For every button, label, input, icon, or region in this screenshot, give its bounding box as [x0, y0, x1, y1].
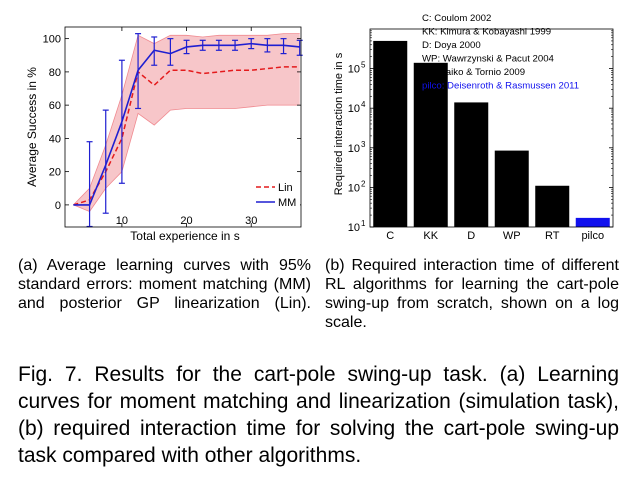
y-tick-exponent: 1: [361, 219, 366, 228]
mm-error-bar: [102, 109, 109, 214]
legend-entry: pilco: Deisenroth & Rasmussen 2011: [422, 81, 579, 92]
y-tick-label: 100: [43, 34, 61, 46]
bar-kk: [413, 62, 448, 228]
figure-caption: Fig. 7. Results for the cart-pole swing-…: [18, 363, 619, 467]
subfigure-b-caption: (b) Required interaction time of differe…: [325, 257, 619, 331]
lin-band-upper-edge: [73, 33, 300, 206]
mm-error-bar: [86, 141, 93, 228]
x-tick-label: KK: [423, 230, 438, 242]
y-tick-exponent: 3: [361, 140, 366, 149]
learning-curves-chart: 10 20 30 0 20 40 60 80 100 Total experience in s A…: [0, 0, 316, 250]
plot-frame: [369, 28, 614, 228]
legend-label: Lin: [278, 182, 293, 194]
legend-entry: RT: Raiko & Tornio 2009: [422, 67, 525, 78]
y-tick-label: 10: [348, 182, 360, 194]
bar-rt: [535, 185, 570, 227]
lin-series-line: [73, 66, 300, 206]
x-tick-label: RT: [545, 230, 560, 242]
legend-entry: WP: Wawrzynski & Pacut 2004: [422, 54, 555, 65]
lin-confidence-band: [73, 33, 300, 212]
legend-entry: C: Coulom 2002: [422, 13, 491, 24]
plot-frame: [64, 26, 302, 228]
y-tick-label: 60: [49, 100, 61, 112]
y-tick-exponent: 2: [361, 179, 366, 188]
mm-series-line: [73, 42, 300, 206]
legend: C: Coulom 2002 KK: Kimura & Kobayashi 199…: [422, 13, 579, 92]
subfigure-a-caption: (a) Average learning curves with 95% sta…: [18, 257, 311, 312]
bar-c: [373, 40, 408, 227]
x-tick-label: pilco: [581, 230, 604, 242]
x-tick-label: C: [386, 230, 394, 242]
legend-label: MM: [278, 197, 296, 209]
legend-box: [250, 177, 300, 210]
x-tick-label: 30: [245, 215, 257, 227]
legend-entry: D: Doya 2000: [422, 40, 481, 51]
x-tick-label: D: [467, 230, 475, 242]
y-tick-label: 10: [348, 64, 360, 76]
legend: Lin MM: [250, 177, 300, 210]
x-tick-label: 20: [180, 215, 192, 227]
y-axis-label: Average Success in %: [25, 67, 39, 187]
x-tick-label: WP: [503, 230, 521, 242]
x-tick-label: 10: [116, 215, 128, 227]
bar-d: [454, 102, 489, 227]
y-tick-label: 80: [49, 67, 61, 79]
legend-entry: MM: [256, 197, 296, 209]
legend-entry: Lin: [256, 182, 293, 194]
y-tick-exponent: 4: [361, 100, 366, 109]
learning-curves-svg: 10 20 30 0 20 40 60 80 100 Total experience in s A…: [25, 26, 303, 243]
bar-wp: [494, 150, 529, 227]
y-tick-exponent: 5: [361, 61, 366, 70]
bar-pilco: [575, 217, 610, 227]
mm-error-bar: [280, 38, 287, 55]
legend-entry: KK: Kimura & Kobayashi 1999: [422, 27, 551, 38]
y-tick-label: 0: [55, 200, 61, 212]
y-tick-label: 20: [49, 167, 61, 179]
interaction-time-chart: C KK D WP RT pilco 10 1 10 2 10 3 10 4 10 5 Required int…: [316, 0, 633, 250]
y-tick-label: 10: [348, 222, 360, 234]
mm-error-bar: [167, 38, 174, 66]
lin-band-lower-edge: [73, 104, 300, 213]
y-axis-label: Required interaction time in s: [333, 52, 345, 195]
y-tick-label: 10: [348, 143, 360, 155]
x-axis-label: Total experience in s: [130, 229, 239, 243]
y-tick-label: 10: [348, 103, 360, 115]
y-tick-label: 40: [49, 133, 61, 145]
mm-error-bar: [296, 39, 303, 56]
